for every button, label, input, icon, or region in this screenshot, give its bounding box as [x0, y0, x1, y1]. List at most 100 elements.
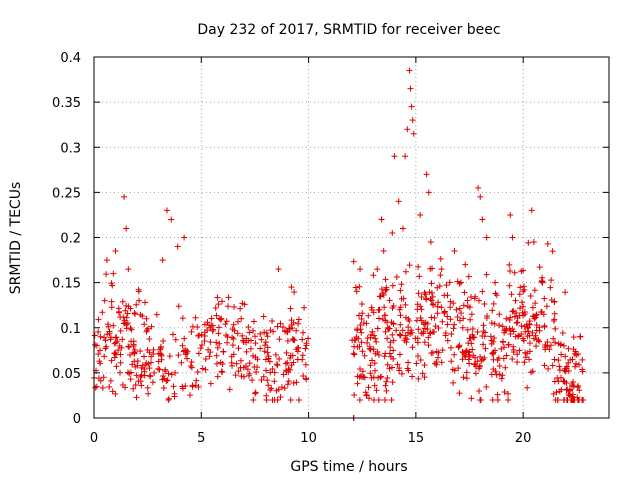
- data-point: [178, 359, 185, 366]
- data-point: [198, 331, 205, 338]
- data-point: [386, 365, 393, 372]
- data-point: [383, 378, 390, 385]
- data-point: [489, 350, 496, 357]
- data-point: [240, 373, 247, 380]
- data-point: [134, 358, 141, 365]
- data-point: [357, 366, 364, 373]
- data-point: [360, 319, 367, 326]
- data-point: [503, 315, 510, 322]
- data-point: [165, 395, 172, 402]
- data-point: [387, 353, 394, 360]
- data-point: [269, 365, 276, 372]
- data-point: [402, 153, 409, 160]
- data-point: [525, 239, 532, 246]
- data-point: [282, 327, 289, 334]
- data-point: [162, 368, 169, 375]
- data-point: [491, 334, 498, 341]
- data-point: [217, 316, 224, 323]
- data-point: [252, 390, 259, 397]
- data-point: [303, 376, 310, 383]
- data-point: [516, 347, 523, 354]
- data-point: [112, 339, 119, 346]
- data-point: [142, 299, 149, 306]
- data-point: [579, 356, 586, 363]
- data-point: [388, 396, 395, 403]
- data-point: [567, 396, 574, 403]
- data-point: [290, 336, 297, 343]
- data-point: [477, 353, 484, 360]
- data-point: [286, 325, 293, 332]
- x-tick-label: 20: [515, 431, 532, 446]
- data-point: [194, 369, 201, 376]
- data-point: [526, 340, 533, 347]
- data-point: [423, 296, 430, 303]
- data-point: [171, 393, 178, 400]
- data-point: [562, 353, 569, 360]
- data-point: [475, 297, 482, 304]
- data-point: [536, 324, 543, 331]
- data-point: [570, 346, 577, 353]
- data-point: [577, 333, 584, 340]
- data-point: [92, 384, 99, 391]
- data-point: [223, 318, 230, 325]
- data-point: [413, 360, 420, 367]
- data-point: [570, 379, 577, 386]
- data-point: [384, 335, 391, 342]
- data-point: [260, 373, 267, 380]
- data-point: [490, 300, 497, 307]
- data-point: [246, 360, 253, 367]
- data-point: [518, 331, 525, 338]
- data-point: [419, 370, 426, 377]
- data-point: [499, 338, 506, 345]
- data-point: [418, 293, 425, 300]
- data-point: [116, 343, 123, 350]
- data-point: [552, 339, 559, 346]
- data-point: [416, 273, 423, 280]
- data-point: [451, 367, 458, 374]
- data-point: [539, 279, 546, 286]
- data-point: [514, 359, 521, 366]
- data-point: [141, 353, 148, 360]
- data-point: [488, 319, 495, 326]
- data-point: [496, 322, 503, 329]
- data-point: [213, 360, 220, 367]
- data-point: [112, 390, 119, 397]
- data-point: [390, 347, 397, 354]
- data-point: [415, 290, 422, 297]
- data-point: [502, 364, 509, 371]
- data-point: [520, 312, 527, 319]
- data-point: [288, 317, 295, 324]
- data-point: [216, 315, 223, 322]
- data-point: [284, 337, 291, 344]
- data-point: [364, 339, 371, 346]
- data-point: [356, 283, 363, 290]
- data-point: [432, 360, 439, 367]
- data-point: [146, 336, 153, 343]
- data-point: [127, 351, 134, 358]
- data-point: [506, 282, 513, 289]
- data-point: [526, 348, 533, 355]
- data-point: [282, 360, 289, 367]
- data-point: [438, 359, 445, 366]
- data-point: [435, 349, 442, 356]
- data-point: [510, 328, 517, 335]
- data-point: [387, 339, 394, 346]
- data-point: [130, 385, 137, 392]
- data-point: [406, 67, 413, 74]
- data-point: [469, 325, 476, 332]
- data-point: [354, 343, 361, 350]
- data-point: [213, 312, 220, 319]
- data-point: [519, 299, 526, 306]
- data-point: [579, 368, 586, 375]
- data-point: [352, 284, 359, 291]
- data-point: [91, 332, 98, 339]
- data-point: [513, 320, 520, 327]
- data-point: [395, 198, 402, 205]
- data-point: [251, 333, 258, 340]
- y-tick-label: 0: [73, 412, 81, 427]
- data-point: [300, 372, 307, 379]
- data-point: [434, 354, 441, 361]
- x-tick-label: 10: [300, 431, 317, 446]
- data-point: [111, 340, 118, 347]
- data-point: [179, 342, 186, 349]
